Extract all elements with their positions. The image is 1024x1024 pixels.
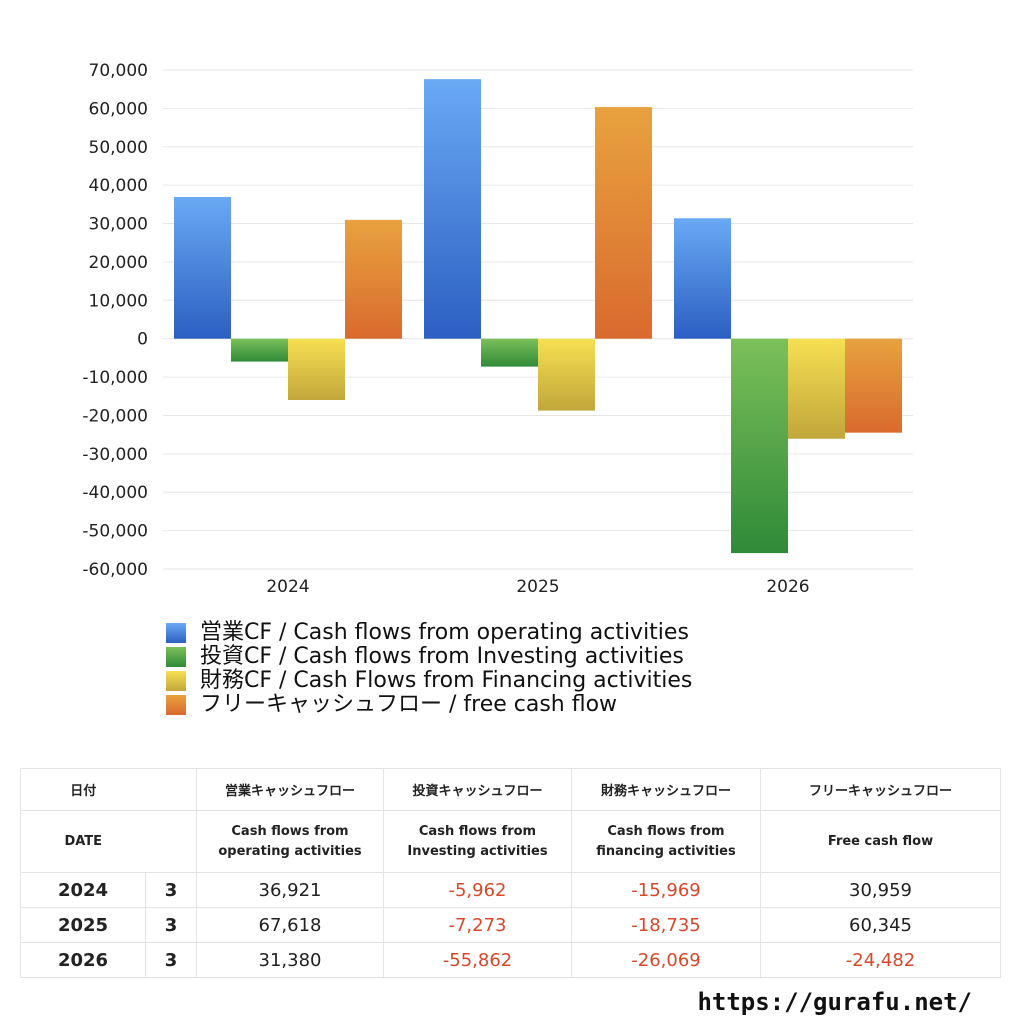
y-tick-label: 20,000 [89, 253, 148, 273]
table-header-en: DATE Cash flows from operating activities… [20, 810, 1001, 873]
bars [174, 79, 902, 554]
y-tick-label: 60,000 [89, 99, 148, 119]
y-tick-label: -60,000 [82, 560, 148, 580]
header-financing-en-line1: Cash flows from [607, 823, 725, 839]
y-axis-ticks: 70,000 60,000 50,000 40,000 30,000 20,000 10,0… [82, 61, 148, 580]
header-date-en: DATE [20, 810, 146, 873]
row-investing: -55,862 [383, 942, 572, 978]
header-investing-en: Cash flows from Investing activities [383, 810, 572, 873]
bar-2026-series-1 [731, 338, 788, 554]
legend-swatch-free [166, 695, 186, 715]
bar-2025-series-3 [595, 107, 652, 339]
x-tick-label: 2024 [266, 577, 309, 597]
y-tick-label: 70,000 [89, 61, 148, 81]
x-axis-ticks: 2024 2025 2026 [266, 577, 809, 597]
row-year: 2024 [20, 872, 146, 908]
row-month: 3 [145, 942, 197, 978]
row-operating: 36,921 [196, 872, 384, 908]
legend-label-operating: 営業CF / Cash flows from operating activit… [200, 620, 689, 645]
site-url[interactable]: https://gurafu.net/ [697, 988, 972, 1016]
bar-2026-series-3 [845, 338, 902, 433]
bar-2024-series-2 [288, 338, 345, 400]
row-operating: 67,618 [196, 907, 384, 943]
y-tick-label: 50,000 [89, 138, 148, 158]
row-operating: 31,380 [196, 942, 384, 978]
header-investing-jp: 投資キャッシュフロー [383, 768, 572, 811]
y-tick-label: -10,000 [82, 368, 148, 388]
y-tick-label: -30,000 [82, 445, 148, 465]
table-row: 2024 3 36,921 -5,962 -15,969 30,959 [20, 872, 1001, 908]
header-free-en: Free cash flow [760, 810, 1001, 873]
y-tick-label: 30,000 [89, 215, 148, 235]
cash-flow-bar-chart: 70,000 60,000 50,000 40,000 30,000 20,000 10,0… [82, 61, 913, 597]
header-financing-en-line2: financing activities [596, 843, 736, 859]
row-year: 2026 [20, 942, 146, 978]
header-investing-en-line1: Cash flows from [418, 823, 537, 839]
header-operating-jp: 営業キャッシュフロー [196, 768, 384, 811]
bar-2024-series-3 [345, 219, 402, 339]
y-tick-label: 0 [137, 330, 148, 350]
bar-2026-series-2 [788, 338, 845, 439]
header-spacer [145, 768, 197, 811]
legend-item-free: フリーキャッシュフロー / free cash flow [166, 693, 692, 717]
header-financing-jp: 財務キャッシュフロー [571, 768, 761, 811]
bar-2024-series-0 [174, 196, 231, 339]
row-month: 3 [145, 907, 197, 943]
bar-2025-series-1 [481, 338, 538, 367]
legend-label-financing: 財務CF / Cash Flows from Financing activit… [200, 668, 693, 693]
x-tick-label: 2025 [516, 577, 559, 597]
gridlines [163, 69, 913, 570]
header-operating-en-line2: operating activities [218, 843, 362, 859]
legend: 営業CF / Cash flows from operating activit… [166, 621, 692, 717]
row-month: 3 [145, 872, 197, 908]
legend-item-financing: 財務CF / Cash Flows from Financing activit… [166, 669, 692, 693]
header-operating-en: Cash flows from operating activities [196, 810, 384, 873]
x-tick-label: 2026 [766, 577, 809, 597]
row-free: 60,345 [760, 907, 1001, 943]
row-free: 30,959 [760, 872, 1001, 908]
row-year: 2025 [20, 907, 146, 943]
row-investing: -7,273 [383, 907, 572, 943]
legend-item-investing: 投資CF / Cash flows from Investing activit… [166, 645, 692, 669]
header-investing-en-line2: Investing activities [407, 843, 548, 859]
bar-2025-series-0 [424, 79, 481, 339]
cash-flow-table: 日付 営業キャッシュフロー 投資キャッシュフロー 財務キャッシュフロー フリーキ… [20, 768, 1001, 978]
legend-swatch-financing [166, 671, 186, 691]
header-financing-en: Cash flows from financing activities [571, 810, 761, 873]
y-tick-label: 10,000 [89, 291, 148, 311]
y-tick-label: 40,000 [89, 176, 148, 196]
header-free-jp: フリーキャッシュフロー [760, 768, 1001, 811]
row-financing: -18,735 [571, 907, 761, 943]
bar-2024-series-1 [231, 338, 288, 362]
row-free: -24,482 [760, 942, 1001, 978]
header-date-jp: 日付 [20, 768, 146, 811]
bar-2026-series-0 [674, 218, 731, 339]
y-tick-label: -40,000 [82, 483, 148, 503]
y-tick-label: -50,000 [82, 522, 148, 542]
table-header-jp: 日付 営業キャッシュフロー 投資キャッシュフロー 財務キャッシュフロー フリーキ… [20, 768, 1001, 811]
y-tick-label: -20,000 [82, 406, 148, 426]
legend-item-operating: 営業CF / Cash flows from operating activit… [166, 621, 692, 645]
table-row: 2025 3 67,618 -7,273 -18,735 60,345 [20, 907, 1001, 943]
table-row: 2026 3 31,380 -55,862 -26,069 -24,482 [20, 942, 1001, 978]
row-financing: -15,969 [571, 872, 761, 908]
row-investing: -5,962 [383, 872, 572, 908]
bar-2025-series-2 [538, 338, 595, 411]
header-spacer [145, 810, 197, 873]
legend-label-investing: 投資CF / Cash flows from Investing activit… [200, 644, 684, 669]
header-operating-en-line1: Cash flows from [231, 823, 349, 839]
legend-swatch-operating [166, 623, 186, 643]
legend-label-free: フリーキャッシュフロー / free cash flow [200, 692, 618, 717]
legend-swatch-investing [166, 647, 186, 667]
row-financing: -26,069 [571, 942, 761, 978]
